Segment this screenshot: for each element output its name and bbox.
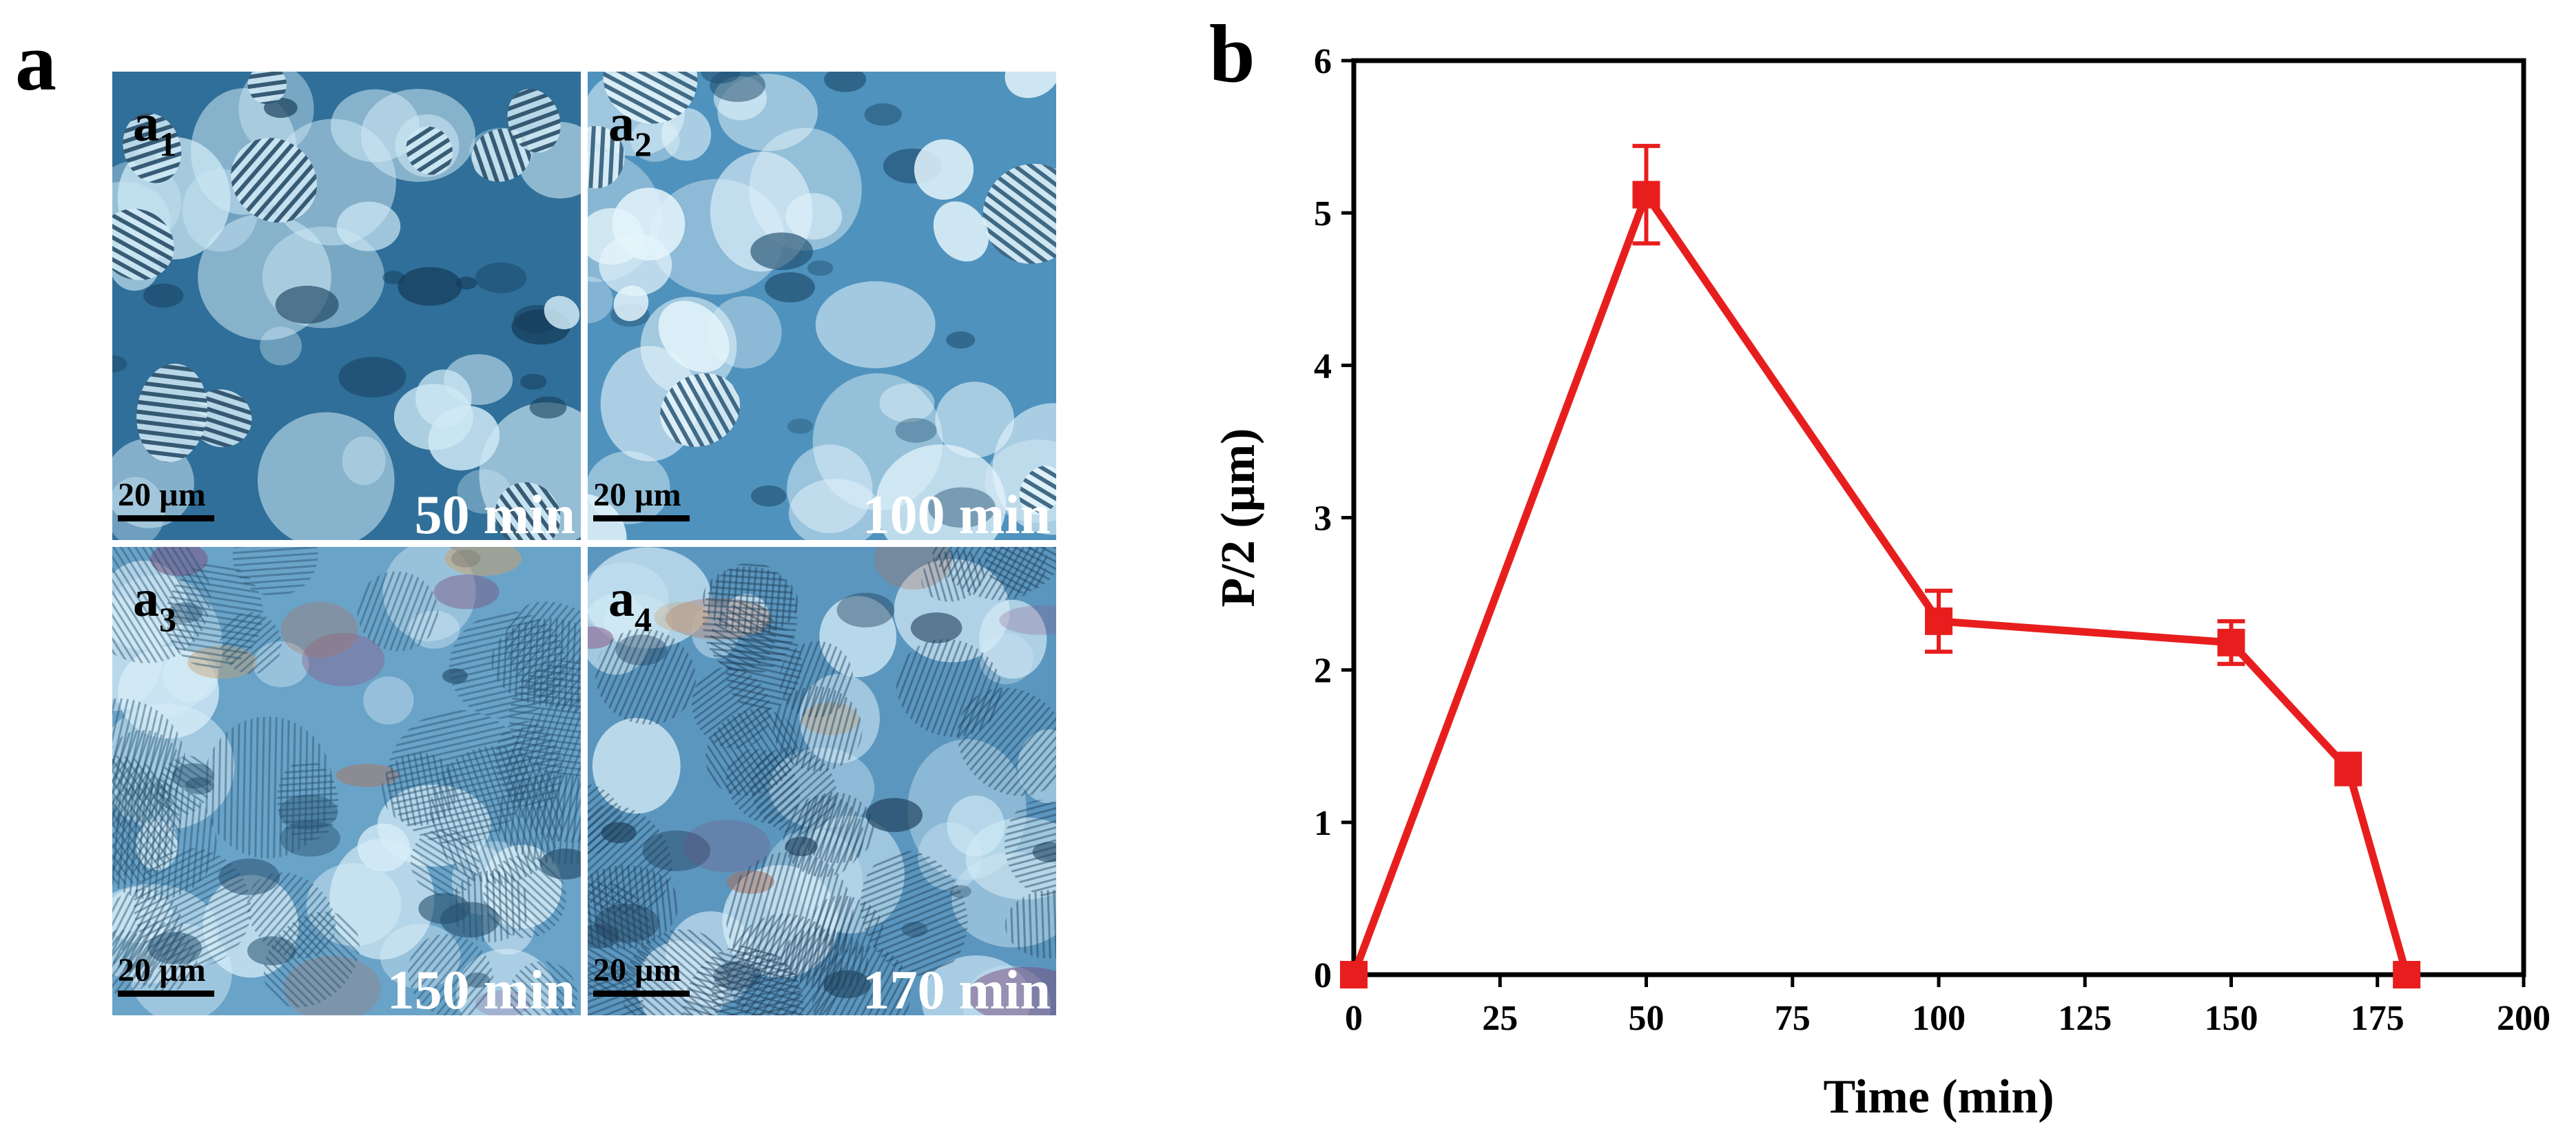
scale-bar-a1: 20 µm (118, 477, 214, 521)
data-point (2334, 755, 2362, 783)
scale-bar-line (118, 515, 214, 521)
x-tick-label: 150 (2205, 999, 2258, 1038)
scale-bar-label: 20 µm (593, 477, 681, 513)
data-point (1632, 180, 1660, 209)
y-tick-label: 0 (1314, 956, 1332, 995)
time-label-a4: 170 min (863, 960, 1051, 1015)
line-chart: 0 25 50 75 100 125 150 175 200 0 1 2 3 4 5 6 Time (min) P… (1212, 42, 2551, 1123)
scale-bar-label: 20 µm (118, 952, 206, 988)
scale-bar-a2: 20 µm (593, 477, 690, 521)
x-tick-label: 25 (1482, 999, 1518, 1038)
scale-bar-line (593, 991, 690, 997)
x-tick-label: 175 (2351, 999, 2404, 1038)
x-axis-label: Time (min) (1823, 1070, 2054, 1123)
series-line (1350, 191, 2411, 976)
y-axis-label: P/2 (µm) (1212, 428, 1265, 608)
panel-b-label: b (1209, 8, 1255, 99)
y-tick-label: 6 (1314, 42, 1332, 81)
y-tick-label: 4 (1314, 346, 1332, 386)
scale-bar-line (118, 991, 214, 997)
x-tick-label: 50 (1629, 999, 1665, 1038)
time-label-a3: 150 min (387, 960, 575, 1015)
x-tick-label: 100 (1912, 999, 1966, 1038)
data-point (2217, 628, 2245, 656)
data-point (1340, 961, 1368, 988)
micrograph-a1: a1 20 µm 50 min (112, 72, 581, 546)
plot-frame (1351, 58, 2526, 977)
y-tick-label: 5 (1314, 194, 1332, 234)
y-tick-label: 1 (1314, 804, 1332, 843)
time-label-a1: 50 min (415, 485, 575, 546)
time-label-a2: 100 min (863, 485, 1051, 546)
x-tick-label: 125 (2058, 999, 2112, 1038)
panel-a-label: a (15, 16, 56, 107)
x-tick-label: 75 (1775, 999, 1811, 1038)
y-tick-label: 3 (1314, 499, 1332, 539)
scale-bar-a3: 20 µm (118, 952, 214, 997)
data-point (2393, 961, 2421, 988)
scale-bar-label: 20 µm (593, 952, 681, 988)
scale-bar-line (593, 515, 690, 521)
scale-bar-a4: 20 µm (593, 952, 690, 997)
y-tick-label: 2 (1314, 652, 1332, 691)
subpanel-label-a1: a1 (133, 94, 176, 163)
x-tick-label: 0 (1345, 999, 1363, 1038)
x-tick-label: 200 (2497, 999, 2551, 1038)
data-point (1925, 607, 1952, 635)
scale-bar-label: 20 µm (118, 477, 206, 513)
